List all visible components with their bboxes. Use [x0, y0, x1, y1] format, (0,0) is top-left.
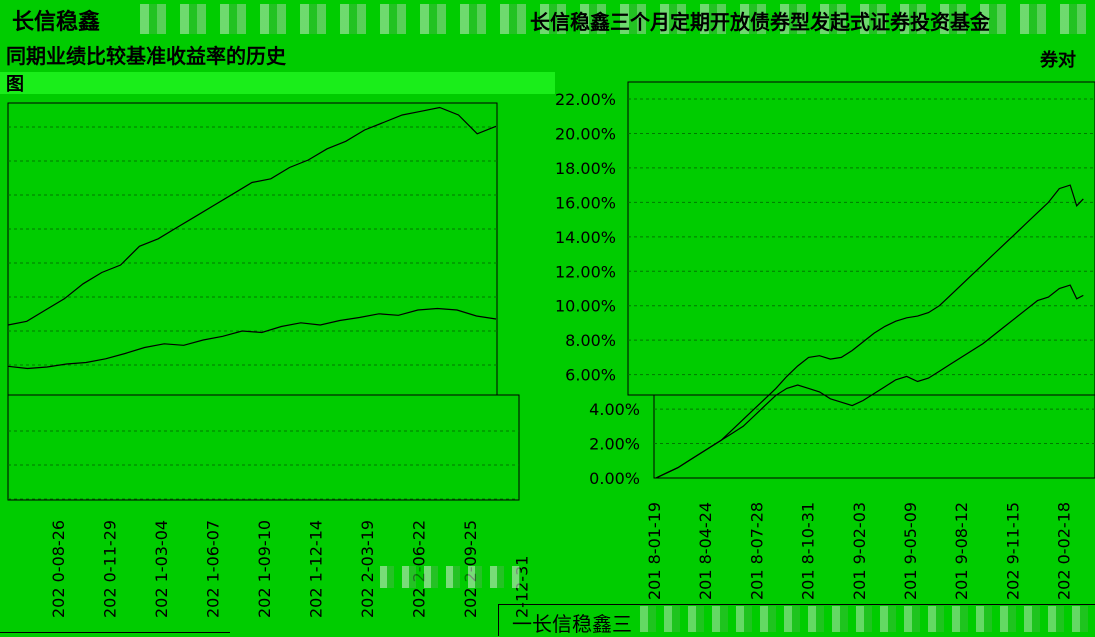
right-chart-x-tick-label: 201 8-04-24 — [696, 502, 715, 600]
right-chart-x-tick-label: 201 8-07-28 — [747, 502, 766, 600]
left-chart-x-tick-label: 202 1-12-14 — [307, 520, 326, 618]
right-chart-y-tick-label: 4.00% — [589, 400, 640, 419]
left-chart-x-tick-label: 202 1-03-04 — [152, 520, 171, 618]
noise-band-top — [140, 4, 1095, 34]
right-chart-series-2-line — [655, 284, 1084, 479]
right-chart-series-1-line — [655, 184, 1084, 479]
title-highlight-band — [0, 72, 555, 94]
right-chart-title-fragment: 长信稳鑫三个月定期开放债券型发起式证券投资基金 — [530, 10, 990, 34]
noise-band-bottom — [380, 566, 520, 588]
left-chart-x-tick-label: 202 1-09-10 — [255, 520, 274, 618]
right-chart-lower-frame — [653, 394, 1095, 479]
right-chart-x-tick-label: 201 8-10-31 — [799, 502, 818, 600]
right-chart-y-tick-label: 18.00% — [555, 159, 616, 178]
right-chart-y-tick-label: 0.00% — [589, 469, 640, 488]
right-chart-x-tick-label: 202 0-02-18 — [1055, 502, 1074, 600]
legend-noise-band — [640, 606, 1095, 632]
legend-label: 一长信稳鑫三 — [512, 612, 632, 636]
right-chart-y-tick-label: 12.00% — [555, 262, 616, 281]
right-chart-x-tick-label: 202 9-11-15 — [1003, 502, 1022, 600]
right-chart-y-tick-label: 22.00% — [555, 90, 616, 109]
left-chart-title-fragment: 长信稳鑫 — [12, 9, 101, 35]
left-chart-title-line-3: 图 — [6, 74, 24, 95]
right-chart-y-tick-label: 10.00% — [555, 297, 616, 316]
left-chart-lower-frame — [7, 394, 520, 501]
left-chart-x-tick-label: 202 1-06-07 — [204, 520, 223, 618]
left-chart-series-2-line — [7, 307, 497, 370]
left-chart-upper-frame — [7, 102, 498, 396]
right-chart-y-tick-label: 8.00% — [565, 331, 616, 350]
left-chart-x-tick-label: 202 2-03-19 — [358, 520, 377, 618]
right-chart-y-tick-label: 14.00% — [555, 228, 616, 247]
right-chart-upper-frame — [627, 81, 1095, 396]
right-chart-x-tick-label: 201 9-05-09 — [901, 502, 920, 600]
left-chart-x-tick-label: 202 0-08-26 — [49, 520, 68, 618]
right-chart-x-tick-label: 201 9-08-12 — [952, 502, 971, 600]
right-chart-title-line-2: 券对 — [1040, 50, 1076, 71]
right-chart: 0.00% 2.00% 4.00% 6.00% 8.00% 10.00% 12.00% 14.… — [555, 81, 1095, 600]
bottom-rule — [0, 632, 230, 633]
right-chart-y-tick-label: 6.00% — [565, 366, 616, 385]
left-chart-title-line-2: 同期业绩比较基准收益率的历史 — [6, 44, 286, 68]
right-chart-y-tick-label: 16.00% — [555, 193, 616, 212]
left-chart-x-tick-label: 202 0-11-29 — [101, 520, 120, 618]
left-chart-series-1-line — [7, 106, 497, 326]
legend-box — [498, 604, 1095, 636]
right-chart-x-tick-label: 201 8-01-19 — [645, 502, 664, 600]
right-chart-y-tick-label: 20.00% — [555, 124, 616, 143]
right-chart-y-tick-label: 2.00% — [589, 435, 640, 454]
left-chart: 202 0-08-26 202 0-11-29 202 1-03-04 202 1-0… — [7, 102, 532, 618]
right-chart-x-tick-label: 201 9-02-03 — [850, 502, 869, 600]
